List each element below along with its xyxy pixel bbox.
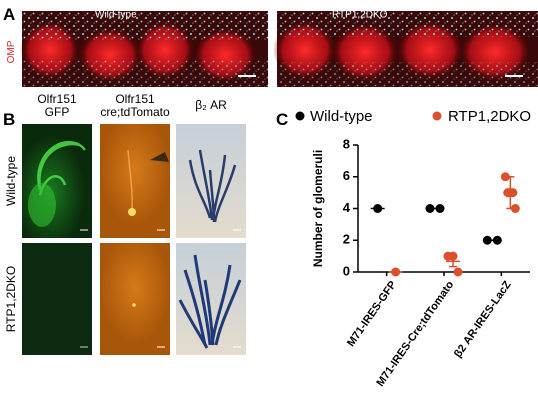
image-gfp-dko [22, 243, 92, 355]
legend-label: RTP1,2DKO [448, 108, 531, 125]
row-label: RTP1,2DKO [4, 266, 18, 332]
data-point [510, 204, 520, 213]
image-lacz-dko [176, 243, 246, 355]
column-header: cre;tdTomato [100, 105, 170, 119]
image-tdtomato-wt [100, 124, 170, 238]
image-title: RTP1,2DKO [332, 9, 388, 20]
image-tdtomato-dko [100, 243, 170, 355]
data-point [500, 172, 510, 182]
y-tick-label: 8 [343, 136, 350, 151]
y-tick-label: 6 [343, 168, 350, 183]
image-gfp-wt [22, 124, 92, 238]
image-rtp-dko [273, 11, 538, 87]
column-header: β₂ AR [195, 98, 227, 112]
y-tick-label: 2 [343, 232, 350, 247]
image-lacz-wt [176, 124, 246, 238]
y-tick-label: 4 [343, 200, 351, 215]
image-title: Wild-type [95, 9, 137, 20]
panel-label: A [3, 5, 15, 24]
column-header: GFP [45, 105, 70, 119]
column-header: Olfr151 [115, 92, 155, 106]
column-header: Olfr151 [37, 92, 77, 106]
x-tick-label: β2 AR-IRES-LacZ [452, 279, 514, 360]
row-label: Wild-type [4, 156, 18, 206]
legend-label: Wild-type [310, 108, 373, 125]
y-tick-label: 0 [343, 263, 350, 278]
legend-marker [295, 111, 305, 121]
stain-label: OMP [6, 40, 17, 63]
y-axis-label: Number of glomeruli [311, 150, 325, 267]
x-tick-label: M71-IRES-GFP [345, 279, 399, 349]
image-wild-type [20, 11, 268, 87]
legend-marker [432, 111, 442, 121]
panel-label: C [276, 110, 288, 129]
data-point [453, 267, 463, 277]
panel-label: B [3, 110, 15, 129]
